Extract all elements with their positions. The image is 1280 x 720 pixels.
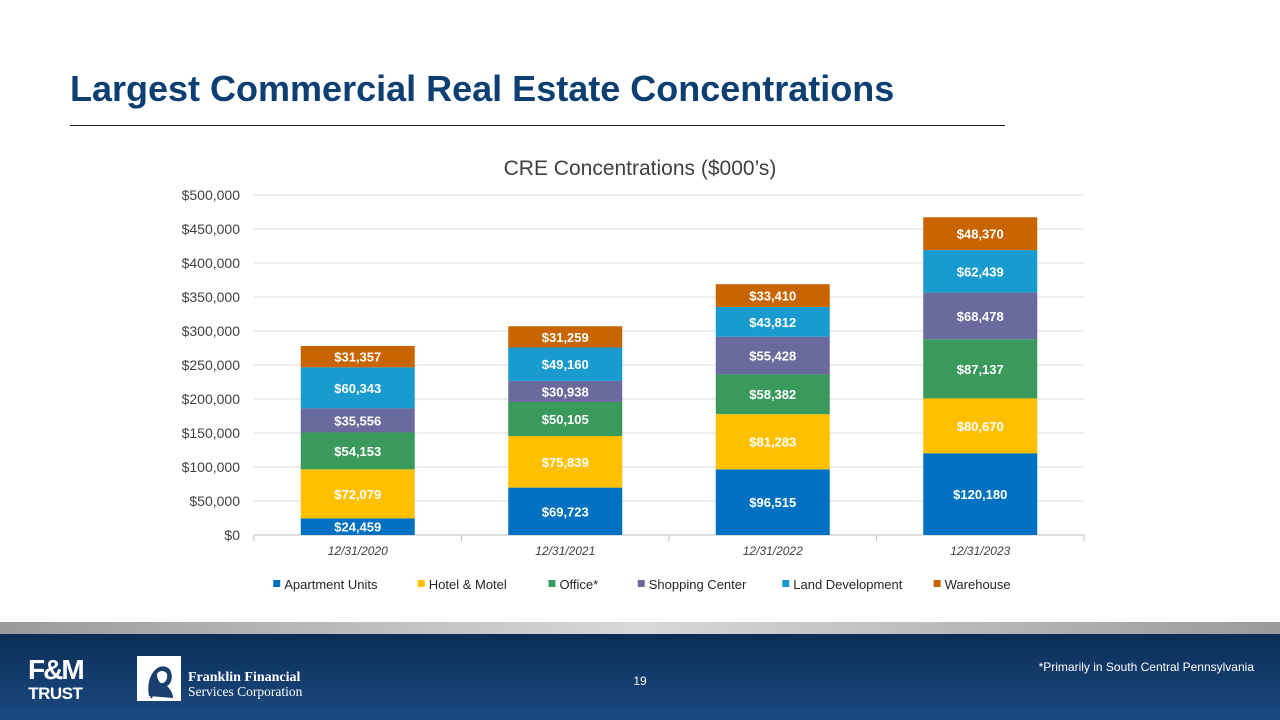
- data-label: $35,556: [334, 413, 381, 428]
- bar-segment: [508, 380, 623, 402]
- data-label: $81,283: [749, 435, 796, 450]
- bar-segment: [715, 414, 830, 470]
- x-tick-label: 12/31/2022: [743, 544, 803, 558]
- bar-segment: [923, 250, 1038, 293]
- legend-swatch: [273, 580, 281, 587]
- bar-segment: [923, 453, 1038, 535]
- data-labels: $24,459 $72,079 $54,153 $35,556 $60,343 $31,3…: [334, 227, 1007, 535]
- bar-segment: [300, 518, 415, 535]
- chart-title: CRE Concentrations ($000’s): [504, 157, 777, 180]
- bar-segment: [508, 436, 623, 488]
- data-label: $120,180: [953, 487, 1007, 502]
- legend: Apartment Units Hotel & Motel Office* Shopp…: [273, 577, 1011, 592]
- trust-logo-text: TRUST: [28, 684, 83, 703]
- legend-label: Apartment Units: [284, 577, 378, 592]
- y-tick-label: $100,000: [182, 459, 241, 475]
- fm-logo-text: F&M: [28, 654, 85, 685]
- bar-segment: [508, 326, 623, 348]
- bar-segment: [715, 306, 830, 337]
- data-label: $60,343: [334, 381, 381, 396]
- bar-segment: [923, 398, 1038, 454]
- bar-segment: [715, 336, 830, 375]
- title-divider: [70, 125, 1005, 126]
- footer-stripe: [0, 622, 1280, 634]
- company-name-line1: Franklin Financial: [188, 670, 301, 685]
- data-label: $54,153: [334, 444, 381, 459]
- data-label: $43,812: [749, 315, 796, 330]
- bar-segment: [923, 217, 1038, 251]
- bar-segment: [923, 339, 1038, 399]
- bar-segment: [508, 347, 623, 381]
- bars: [300, 217, 1038, 535]
- data-label: $33,410: [749, 289, 796, 304]
- legend-swatch: [782, 580, 790, 587]
- data-label: $50,105: [542, 412, 589, 427]
- data-label: $30,938: [542, 384, 589, 399]
- franklin-portrait-icon: [137, 656, 181, 701]
- axes: $0 $50,000 $100,000 $150,000 $200,000 $250,00…: [182, 187, 1085, 558]
- data-label: $49,160: [542, 357, 589, 372]
- x-tick-label: 12/31/2020: [328, 544, 388, 558]
- legend-swatch: [933, 580, 941, 587]
- data-label: $96,515: [749, 495, 796, 510]
- data-label: $80,670: [957, 419, 1004, 434]
- data-label: $48,370: [957, 227, 1004, 242]
- bar-segment: [715, 469, 830, 535]
- page-number: 19: [633, 674, 647, 688]
- y-tick-label: $300,000: [182, 323, 241, 339]
- bar-segment: [300, 432, 415, 470]
- y-tick-label: $0: [224, 527, 240, 543]
- bar-segment: [300, 345, 415, 368]
- y-tick-label: $400,000: [182, 255, 241, 271]
- bar-segment: [300, 469, 415, 519]
- data-label: $87,137: [957, 362, 1004, 377]
- legend-label: Land Development: [793, 577, 903, 592]
- x-tick-label: 12/31/2021: [535, 544, 595, 558]
- data-label: $68,478: [957, 309, 1004, 324]
- y-tick-label: $150,000: [182, 425, 241, 441]
- footer: F&M TRUST Franklin Financial Services Co…: [0, 634, 1280, 720]
- data-label: $31,357: [334, 350, 381, 365]
- legend-label: Office*: [559, 577, 598, 592]
- x-tick-label: 12/31/2023: [950, 544, 1010, 558]
- data-label: $72,079: [334, 487, 381, 502]
- bar-segment: [300, 367, 415, 409]
- legend-label: Warehouse: [945, 577, 1011, 592]
- legend-swatch: [417, 580, 425, 587]
- data-label: $55,428: [749, 349, 796, 364]
- data-label: $24,459: [334, 520, 381, 535]
- company-name-line2: Services Corporation: [188, 684, 303, 700]
- y-tick-label: $50,000: [189, 493, 240, 509]
- legend-swatch: [637, 580, 645, 587]
- bar-segment: [508, 487, 623, 535]
- bar-segment: [715, 284, 830, 307]
- company-name: Franklin Financial Services Corporation: [188, 670, 302, 700]
- cre-concentrations-chart: CRE Concentrations ($000’s) $0 $50,000 $10…: [182, 157, 1085, 592]
- data-label: $58,382: [749, 387, 796, 402]
- legend-label: Shopping Center: [649, 577, 747, 592]
- bar-segment: [300, 408, 415, 433]
- y-tick-label: $350,000: [182, 289, 241, 305]
- data-label: $62,439: [957, 264, 1004, 279]
- data-label: $69,723: [542, 504, 589, 519]
- slide-title: Largest Commercial Real Estate Concentra…: [70, 68, 895, 109]
- bar-segment: [923, 292, 1038, 340]
- legend-swatch: [548, 580, 556, 587]
- y-tick-label: $500,000: [182, 187, 241, 203]
- bar-segment: [715, 374, 830, 415]
- data-label: $31,259: [542, 330, 589, 345]
- y-tick-label: $250,000: [182, 357, 241, 373]
- fm-trust-logo: F&M TRUST: [28, 654, 85, 703]
- y-tick-label: $200,000: [182, 391, 241, 407]
- footnote: *Primarily in South Central Pennsylvania: [1038, 660, 1254, 674]
- legend-label: Hotel & Motel: [429, 577, 507, 592]
- data-label: $75,839: [542, 455, 589, 470]
- y-tick-label: $450,000: [182, 221, 241, 237]
- bar-segment: [508, 401, 623, 437]
